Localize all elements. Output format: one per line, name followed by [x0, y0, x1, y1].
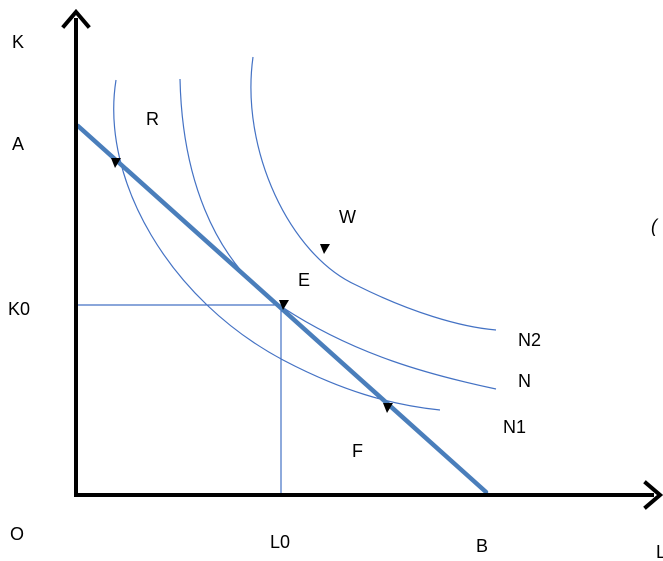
y-intercept-label: A — [12, 134, 24, 154]
point-label-f: F — [352, 441, 363, 461]
point-label-w: W — [339, 207, 356, 227]
curve-label-n2: N2 — [518, 330, 541, 350]
curve-label-n1: N1 — [503, 417, 526, 437]
point-marker-w — [320, 244, 330, 254]
point-label-e: E — [298, 270, 310, 290]
point-marker-upper — [111, 158, 121, 168]
y-axis-label: K — [12, 32, 24, 52]
origin-label: O — [10, 524, 24, 544]
isoquant-curve-n2 — [250, 56, 497, 331]
curve-label-n: N — [518, 371, 531, 391]
isoquant-curve-n — [179, 78, 497, 390]
x-axis-label: L — [656, 542, 663, 561]
x-intercept-label: B — [476, 536, 488, 556]
isocost-line — [75, 123, 489, 495]
l0-label: L0 — [270, 532, 290, 552]
point-marker-f — [383, 403, 393, 413]
stray-glyph: ( — [651, 216, 659, 236]
y-axis-arrowhead — [61, 8, 91, 29]
x-axis-arrowhead — [643, 480, 663, 510]
point-marker-e — [279, 300, 289, 310]
k0-label: K0 — [8, 299, 30, 319]
point-label-r: R — [146, 109, 159, 129]
